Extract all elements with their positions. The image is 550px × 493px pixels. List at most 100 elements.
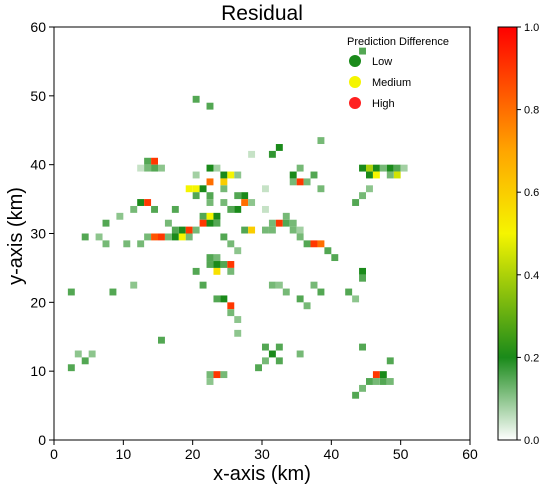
colorbar-tick-label: 0.4 <box>524 270 539 282</box>
heatmap-cell <box>109 288 117 296</box>
heatmap-cell <box>178 226 186 234</box>
heatmap-cell <box>241 192 249 200</box>
heatmap-cell <box>303 240 311 248</box>
heatmap-cell <box>241 199 249 206</box>
heatmap-cell <box>206 378 214 385</box>
heatmap-cell <box>379 164 387 172</box>
heatmap-cell <box>359 343 366 351</box>
heatmap-cell <box>220 371 228 379</box>
heatmap-cell <box>275 281 283 289</box>
heatmap-cell <box>192 192 200 200</box>
heatmap-cell <box>289 178 297 186</box>
heatmap-cell <box>296 164 304 172</box>
heatmap-cell <box>199 281 207 289</box>
colorbar-gradient <box>497 26 518 441</box>
heatmap-cell <box>289 226 297 234</box>
y-tick-label: 60 <box>30 19 46 35</box>
heatmap-cell <box>171 233 179 241</box>
heatmap-cell <box>317 137 325 145</box>
legend-items: Low Medium High <box>349 55 411 110</box>
heatmap-cell <box>213 219 221 227</box>
legend-marker-low <box>349 55 361 67</box>
heatmap-cell <box>192 95 200 103</box>
heatmap-cell <box>227 302 235 310</box>
heatmap-cell <box>372 171 380 179</box>
legend-label-low: Low <box>372 56 392 68</box>
heatmap-cell <box>255 364 262 372</box>
colorbar-tick-label: 0.2 <box>524 352 539 364</box>
heatmap-cell <box>359 47 366 55</box>
heatmap-cell <box>185 233 193 241</box>
heatmap-cell <box>206 164 214 172</box>
heatmap-cell <box>296 295 304 303</box>
heatmap-cell <box>268 281 276 289</box>
heatmap-cell <box>192 267 200 275</box>
colorbar-tick-label: 0.0 <box>524 435 539 447</box>
heatmap-cell <box>366 185 373 193</box>
heatmap-cell <box>310 171 318 179</box>
heatmap-cell <box>220 261 228 268</box>
heatmap-cell <box>158 336 165 344</box>
heatmap-cell <box>213 254 221 262</box>
heatmap-cell <box>102 219 110 227</box>
heatmap-cell <box>366 164 373 172</box>
heatmap-cell <box>331 254 339 262</box>
heatmap-cell <box>213 261 221 268</box>
heatmap-cell <box>262 185 269 193</box>
heatmap-cell <box>275 357 283 365</box>
heatmap-cell <box>296 233 304 241</box>
heatmap-cell <box>296 226 304 234</box>
heatmap-cell <box>296 350 304 358</box>
heatmap-cell <box>137 164 145 172</box>
heatmap-cell <box>275 343 283 351</box>
heatmap-cell <box>206 371 214 379</box>
x-tick-label: 50 <box>393 446 409 462</box>
heatmap-cell <box>81 357 89 365</box>
heatmap-cell <box>359 274 366 282</box>
heatmap-cell <box>268 219 276 227</box>
heatmap-cell <box>178 233 186 241</box>
heatmap-cell <box>199 219 207 227</box>
x-tick-label: 60 <box>462 446 478 462</box>
y-axis-label: y-axis (km) <box>5 187 27 285</box>
heatmap-cell <box>366 378 373 385</box>
heatmap-cell <box>213 371 221 379</box>
heatmap-cell <box>227 309 235 317</box>
heatmap-cell <box>262 357 269 365</box>
heatmap-cell <box>386 171 394 179</box>
heatmap-cell <box>248 226 256 234</box>
heatmap-cell <box>206 254 214 262</box>
heatmap-cell <box>206 261 214 268</box>
heatmap-cell <box>345 288 353 296</box>
heatmap-cell <box>220 178 228 186</box>
heatmap-cell <box>248 150 256 158</box>
heatmap-cell <box>213 212 221 220</box>
heatmap-cell <box>359 384 366 392</box>
heatmap-cell <box>386 164 394 172</box>
heatmap-cell <box>262 205 269 213</box>
legend-title: Prediction Difference <box>347 36 449 48</box>
heatmap-cell <box>213 267 221 275</box>
heatmap-cell <box>227 205 235 213</box>
heatmap-cell <box>67 288 75 296</box>
heatmap-cell <box>137 199 145 206</box>
heatmap-cell <box>192 171 200 179</box>
heatmap-cell <box>234 171 242 179</box>
heatmap-cell <box>95 233 103 241</box>
x-tick-label: 0 <box>50 446 58 462</box>
heatmap-cell <box>158 233 165 241</box>
heatmap-cell <box>151 164 158 172</box>
heatmap-cell <box>227 267 235 275</box>
x-tick-label: 10 <box>116 446 132 462</box>
heatmap-cell <box>393 171 401 179</box>
heatmap-cell <box>310 240 318 248</box>
y-tick-label: 50 <box>30 88 46 104</box>
heatmap-cell <box>275 219 283 227</box>
heatmap-cell <box>303 178 311 186</box>
heatmap-cell <box>116 212 124 220</box>
heatmap-cell <box>171 205 179 213</box>
heatmap-cell <box>324 247 332 255</box>
heatmap-cell <box>234 316 242 323</box>
colorbar-tick-label: 0.6 <box>524 187 539 199</box>
